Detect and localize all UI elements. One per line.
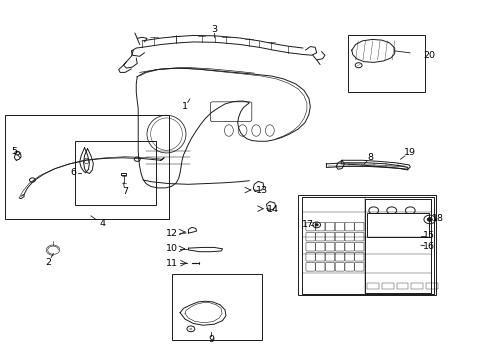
Text: 9: 9 <box>208 335 214 344</box>
Bar <box>381 283 393 289</box>
Circle shape <box>427 218 431 221</box>
Text: 16: 16 <box>422 242 434 251</box>
Bar <box>396 283 407 289</box>
Text: 12: 12 <box>166 229 178 238</box>
Text: 11: 11 <box>166 259 178 268</box>
Text: 20: 20 <box>422 51 434 60</box>
Circle shape <box>315 224 318 226</box>
Bar <box>347 35 424 92</box>
Bar <box>366 213 428 237</box>
Bar <box>75 140 156 205</box>
Text: 2: 2 <box>45 258 51 267</box>
Bar <box>172 274 261 339</box>
Bar <box>298 195 435 296</box>
Text: 4: 4 <box>99 219 105 228</box>
Text: 10: 10 <box>166 244 178 253</box>
Text: 1: 1 <box>182 102 187 111</box>
Text: 6: 6 <box>71 168 77 177</box>
Text: 18: 18 <box>431 214 443 223</box>
Text: 8: 8 <box>366 153 372 162</box>
Text: 3: 3 <box>211 25 217 34</box>
Bar <box>302 197 433 294</box>
Text: 19: 19 <box>404 148 415 157</box>
Bar <box>425 283 437 289</box>
Bar <box>366 283 378 289</box>
Bar <box>4 116 168 220</box>
Text: 17: 17 <box>301 220 313 229</box>
Text: 13: 13 <box>255 186 267 195</box>
Text: 5: 5 <box>11 147 17 156</box>
Text: 14: 14 <box>266 205 278 214</box>
Text: 15: 15 <box>422 231 434 240</box>
Text: 7: 7 <box>122 187 128 196</box>
Bar <box>410 283 422 289</box>
